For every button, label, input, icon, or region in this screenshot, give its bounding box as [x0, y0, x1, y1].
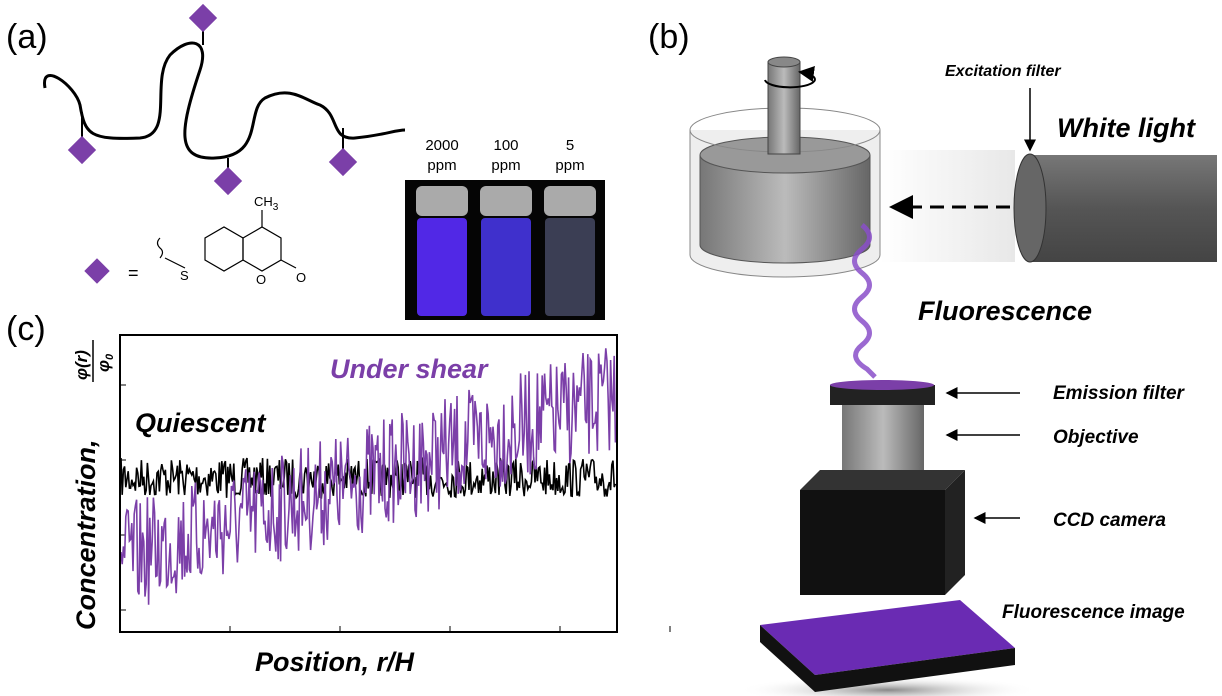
label: Emission filter	[1053, 383, 1186, 404]
vial-body	[481, 218, 531, 316]
label: Fluorescence	[918, 296, 1092, 326]
atom: O	[256, 272, 266, 287]
label: Fluorescence image	[1002, 602, 1185, 623]
methyl: CH3	[254, 194, 279, 213]
label: Objective	[1053, 427, 1139, 448]
series-label: Quiescent	[135, 408, 267, 438]
vial-body	[417, 218, 467, 316]
y-label-text: Concentration,	[71, 439, 101, 630]
rotor	[768, 62, 800, 154]
vial-conc: 2000	[425, 137, 458, 154]
vial-unit: ppm	[555, 157, 584, 174]
panel-label: (a)	[6, 18, 48, 56]
vial-cap	[416, 186, 468, 216]
x-axis-label: Position, r/H	[255, 647, 415, 677]
vial-conc: 5	[566, 137, 574, 154]
label: CCD camera	[1053, 510, 1166, 531]
vial-unit: ppm	[491, 157, 520, 174]
camera	[800, 490, 945, 595]
dye-markers	[68, 4, 357, 284]
light-source	[1030, 155, 1217, 262]
panel-label: (c)	[6, 310, 46, 348]
polymer-chain	[45, 43, 405, 158]
y-label-num: φ(r)	[72, 350, 91, 380]
vial-conc: 100	[493, 137, 518, 154]
y-axis-label: Concentration, φ(r) φ0	[71, 340, 116, 630]
camera-top	[800, 470, 965, 490]
label: White light	[1057, 113, 1196, 143]
series-label: Under shear	[330, 354, 489, 384]
y-label-den: φ0	[94, 353, 116, 372]
objective	[842, 405, 924, 475]
atom: O	[296, 270, 306, 285]
figure: (a) = S O O CH3 2000 ppm 100 ppm 5 ppm (b) Ex…	[0, 0, 1222, 696]
light-beam	[880, 150, 1015, 262]
atom: S	[180, 268, 189, 283]
vial-cap	[544, 186, 596, 216]
coumarin-structure	[158, 210, 297, 271]
vial-cap	[480, 186, 532, 216]
vial-unit: ppm	[427, 157, 456, 174]
equals: =	[128, 263, 139, 283]
panel-label: (b)	[648, 18, 690, 56]
excitation-filter	[1014, 154, 1046, 262]
label: Excitation filter	[945, 63, 1061, 80]
vial-body	[545, 218, 595, 316]
